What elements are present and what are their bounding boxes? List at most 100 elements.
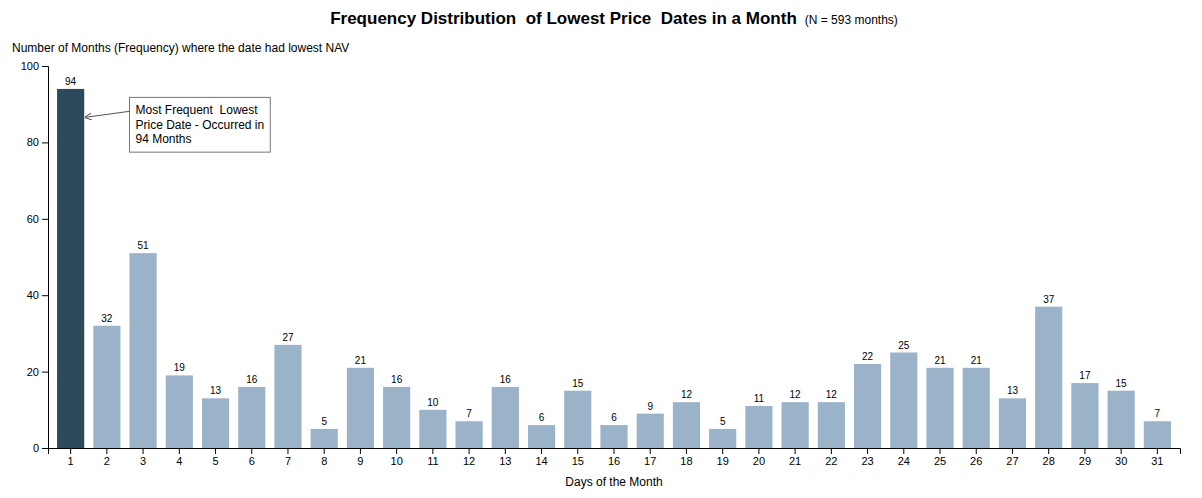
x-tick: 24	[898, 448, 910, 467]
x-tick-label: 18	[680, 455, 692, 467]
data-label: 16	[246, 374, 258, 385]
x-tick-label: 10	[391, 455, 403, 467]
y-tick-label: 60	[27, 213, 39, 225]
bar	[419, 410, 446, 448]
x-tick-mark	[70, 448, 71, 454]
annotation-line: Price Date - Occurred in	[136, 118, 265, 132]
data-label: 15	[572, 378, 584, 389]
bar	[383, 387, 410, 448]
bar	[673, 402, 700, 448]
x-tick-label: 11	[427, 455, 438, 467]
y-tick-label: 0	[33, 442, 39, 454]
x-tick: 1	[68, 448, 74, 467]
data-label: 16	[391, 374, 403, 385]
data-label: 12	[826, 389, 838, 400]
x-tick: 13	[499, 448, 511, 467]
bar	[166, 375, 193, 448]
bar	[963, 368, 990, 448]
subtitle: (N = 593 months)	[805, 13, 898, 27]
y-tick: 100	[21, 60, 48, 72]
x-tick-label: 20	[753, 455, 765, 467]
x-tick: 15	[572, 448, 584, 467]
data-label: 13	[1007, 385, 1019, 396]
bar	[890, 353, 917, 449]
x-tick-label: 13	[499, 455, 511, 467]
x-tick-label: 19	[717, 455, 729, 467]
x-tick-label: 25	[934, 455, 946, 467]
bar	[311, 429, 338, 448]
x-tick: 5	[212, 448, 218, 467]
bar	[745, 406, 772, 448]
y-tick-mark	[42, 448, 48, 449]
x-tick-mark	[360, 448, 361, 454]
plot: 9432511913162752116107166156912511121222…	[21, 60, 1181, 467]
x-tick-label: 2	[104, 455, 110, 467]
title: Frequency Distribution of Lowest Price D…	[330, 9, 797, 28]
x-tick-mark	[469, 448, 470, 454]
y-axis: 020406080100	[21, 60, 49, 454]
data-label: 7	[466, 408, 472, 419]
x-tick-label: 6	[249, 455, 255, 467]
x-tick-mark	[1048, 448, 1049, 454]
bar	[274, 345, 301, 448]
data-label: 25	[898, 340, 910, 351]
data-label: 27	[282, 332, 294, 343]
x-tick: 27	[1006, 448, 1018, 467]
x-tick-mark	[215, 448, 216, 454]
bar	[999, 398, 1026, 448]
x-tick: 7	[285, 448, 291, 467]
annotation-line: Most Frequent Lowest	[136, 103, 259, 117]
x-tick-label: 12	[463, 455, 475, 467]
annotation-arrow	[85, 111, 129, 117]
x-tick: 19	[717, 448, 729, 467]
data-label: 21	[355, 355, 367, 366]
x-tick: 12	[463, 448, 475, 467]
bar	[492, 387, 519, 448]
x-tick: 2	[104, 448, 110, 467]
x-tick-label: 1	[68, 455, 74, 467]
x-tick-mark	[287, 448, 288, 454]
bar	[1144, 421, 1171, 448]
x-tick-label: 23	[861, 455, 873, 467]
x-tick: 26	[970, 448, 982, 467]
y-tick-label: 20	[27, 366, 39, 378]
x-tick-label: 16	[608, 455, 620, 467]
x-tick-mark	[179, 448, 180, 454]
data-label: 37	[1043, 294, 1055, 305]
x-tick-label: 9	[357, 455, 363, 467]
x-tick-mark	[432, 448, 433, 454]
x-tick-mark	[577, 448, 578, 454]
data-label: 6	[539, 412, 545, 423]
x-tick: 29	[1079, 448, 1091, 467]
annotation: Most Frequent LowestPrice Date - Occurre…	[85, 97, 270, 152]
x-tick: 6	[249, 448, 255, 467]
bar	[528, 425, 555, 448]
bar	[709, 429, 736, 448]
y-tick-mark	[42, 295, 48, 296]
x-tick: 8	[321, 448, 327, 467]
x-tick: 16	[608, 448, 620, 467]
x-tick-mark	[251, 448, 252, 454]
x-tick-mark	[324, 448, 325, 454]
x-tick: 23	[861, 448, 873, 467]
y-tick-label: 40	[27, 289, 39, 301]
x-tick-label: 3	[140, 455, 146, 467]
x-tick-mark	[867, 448, 868, 454]
data-labels: 9432511913162752116107166156912511121222…	[65, 76, 1161, 427]
bar	[600, 425, 627, 448]
data-label: 12	[681, 389, 693, 400]
x-tick: 4	[176, 448, 182, 467]
x-tick-label: 22	[825, 455, 837, 467]
data-label: 12	[790, 389, 802, 400]
x-tick-mark	[1012, 448, 1013, 454]
annotation-box	[130, 97, 271, 152]
x-tick: 9	[357, 448, 363, 467]
x-tick-label: 30	[1115, 455, 1127, 467]
data-label: 5	[720, 416, 726, 427]
data-label: 21	[971, 355, 983, 366]
x-tick: 28	[1043, 448, 1055, 467]
data-label: 9	[647, 401, 653, 412]
y-axis-line	[42, 67, 49, 449]
x-tick-mark	[903, 448, 904, 454]
x-tick-mark	[143, 448, 144, 454]
